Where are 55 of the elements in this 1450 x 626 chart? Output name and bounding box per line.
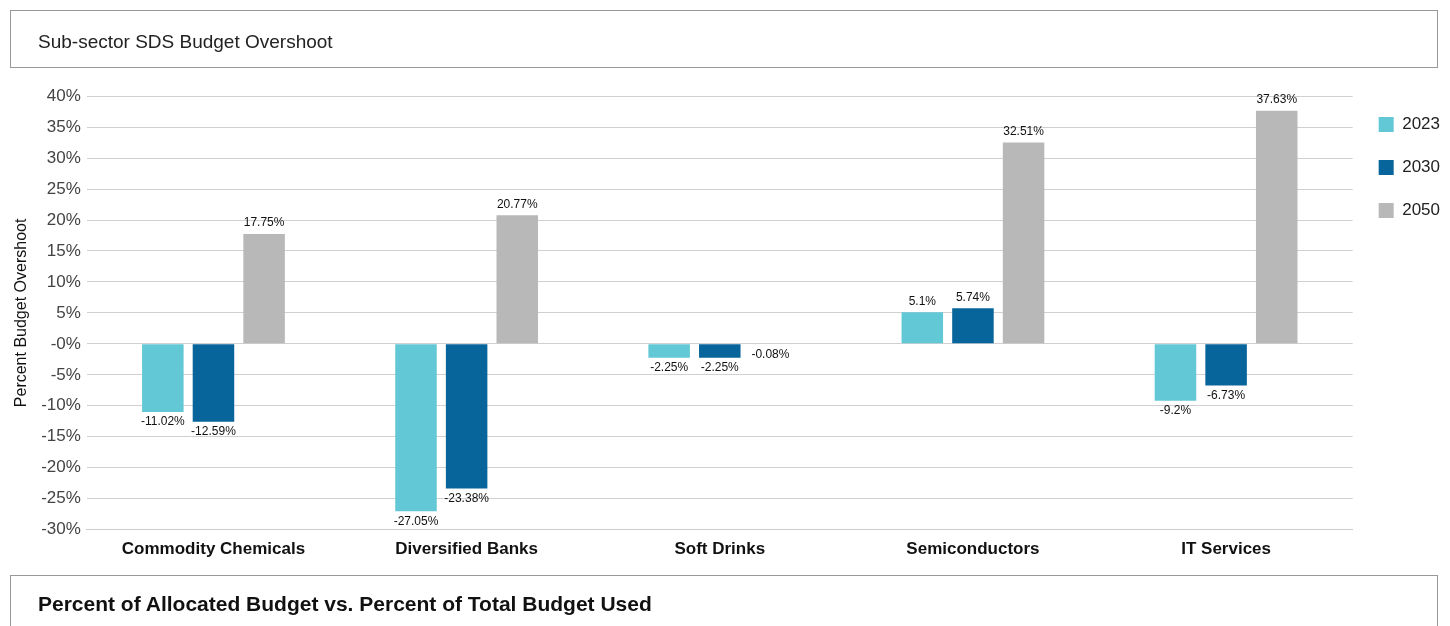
y-tick-label: -15% (41, 426, 81, 446)
chart-title: Sub-sector SDS Budget Overshoot (10, 10, 1438, 68)
data-label: -11.02% (140, 414, 186, 429)
bar (952, 308, 994, 344)
data-label: -27.05% (393, 513, 439, 528)
x-tick-label: Commodity Chemicals (121, 539, 306, 559)
data-label: 37.63% (1256, 92, 1298, 107)
bar (243, 233, 285, 344)
bar (901, 312, 944, 344)
bar (1205, 344, 1247, 386)
data-label: -6.73% (1207, 387, 1246, 402)
y-tick-label: 15% (46, 240, 81, 260)
data-label: 20.77% (496, 196, 538, 211)
y-tick-label: 30% (46, 147, 81, 167)
bar (142, 344, 184, 413)
bar (192, 344, 235, 422)
bar (1154, 344, 1197, 401)
legend-label: 2050 (1402, 200, 1441, 220)
y-tick-label: 35% (46, 116, 81, 136)
y-tick-label: 5% (56, 302, 81, 322)
y-axis-title: Percent Budget Overshoot (12, 218, 30, 408)
data-label: 5.74% (955, 289, 991, 304)
bar (648, 344, 690, 358)
data-label: 32.51% (1003, 123, 1045, 138)
x-tick-label: IT Services (1181, 539, 1271, 559)
bar (496, 215, 539, 344)
y-tick-label: 20% (46, 209, 81, 229)
data-label: -12.59% (191, 424, 237, 439)
bar (699, 344, 741, 358)
legend-label: 2023 (1402, 114, 1441, 134)
data-label: -23.38% (444, 490, 490, 505)
data-label: -0.08% (751, 346, 790, 361)
y-tick-label: 10% (46, 271, 81, 291)
x-tick-label: Semiconductors (906, 539, 1040, 559)
y-tick-label: 25% (46, 178, 81, 198)
data-label: -2.25% (650, 360, 689, 375)
data-label: -9.2% (1159, 403, 1192, 418)
y-tick-label: -5% (50, 364, 81, 384)
y-tick-label: -30% (41, 519, 81, 539)
bar (1255, 110, 1298, 344)
text: Percent of Allocated Budget vs. Percent of Total Budget Used (10, 575, 1438, 626)
bar (1002, 142, 1045, 344)
data-label: 5.1% (908, 293, 937, 308)
bar (395, 344, 437, 512)
y-tick-label: -0% (50, 333, 81, 353)
data-label: -2.25% (700, 360, 740, 375)
bar (445, 344, 488, 489)
legend-label: 2030 (1402, 157, 1441, 177)
y-tick-label: -25% (41, 488, 81, 508)
x-tick-label: Soft Drinks (674, 539, 766, 559)
y-tick-label: -10% (41, 395, 81, 415)
y-tick-label: 40% (46, 85, 81, 105)
data-label: 17.75% (243, 215, 285, 230)
x-tick-label: Diversified Banks (395, 539, 538, 559)
y-tick-label: -20% (41, 457, 81, 477)
